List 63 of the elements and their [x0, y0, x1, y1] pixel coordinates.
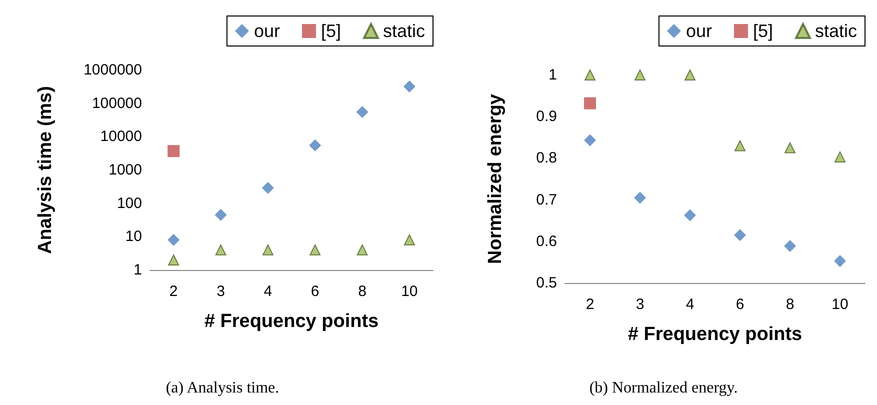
point: [784, 142, 796, 154]
y-tick-label: 0.7: [536, 191, 557, 208]
legend-label: our: [686, 21, 712, 41]
x-tick-label: 2: [169, 283, 178, 300]
point: [634, 70, 646, 80]
point: [584, 70, 596, 80]
point: [584, 134, 596, 146]
y-tick-label: 1: [134, 262, 142, 278]
legend-label: [5]: [752, 21, 773, 41]
point: [584, 97, 596, 110]
x-tick-label: 10: [401, 283, 418, 300]
point: [356, 106, 368, 118]
point: [310, 244, 321, 256]
point: [168, 145, 180, 158]
point: [734, 140, 746, 152]
point: [262, 182, 274, 194]
point: [168, 254, 180, 266]
point: [734, 229, 746, 242]
point: [356, 244, 368, 256]
y-tick-label: 100: [116, 194, 142, 212]
y-tick-label: 1000000: [84, 62, 142, 78]
point: [834, 254, 846, 267]
y-tick-label: 100000: [92, 94, 142, 112]
y-tick-label: 0.8: [536, 150, 557, 167]
y-tick-label: 0.9: [536, 108, 557, 126]
x-axis-title: # Frequency points: [204, 311, 379, 332]
point: [215, 244, 226, 256]
x-tick-label: 4: [264, 283, 272, 300]
point: [214, 208, 227, 221]
legend-label: [5]: [320, 21, 341, 41]
point: [784, 240, 796, 252]
x-tick-label: 6: [736, 296, 744, 313]
x-tick-label: 2: [586, 296, 594, 313]
x-tick-label: 3: [636, 296, 644, 313]
point: [684, 70, 696, 80]
x-tick-label: 8: [358, 283, 366, 300]
point: [403, 80, 416, 92]
y-tick-label: 10000: [100, 128, 142, 146]
point: [634, 192, 646, 204]
y-tick-label: 1000: [108, 162, 142, 178]
y-axis-title: Analysis time (ms): [35, 86, 56, 254]
point: [834, 151, 846, 162]
y-axis-title: Normalized energy: [485, 94, 506, 264]
legend-label: static: [382, 21, 426, 41]
x-axis-title: # Frequency points: [628, 324, 802, 345]
point: [404, 234, 415, 246]
point: [168, 234, 180, 246]
x-tick-label: 10: [832, 296, 848, 313]
text: (a) Analysis time.: [166, 380, 280, 396]
point: [684, 209, 696, 222]
point: [309, 139, 322, 152]
legend-label: our: [254, 21, 280, 41]
x-tick-label: 3: [216, 283, 225, 300]
y-tick-label: 0.5: [536, 274, 557, 292]
x-tick-label: 6: [310, 283, 320, 300]
point: [262, 244, 274, 256]
y-tick-label: 0.6: [536, 232, 557, 250]
text: (b) Normalized energy.: [589, 380, 738, 396]
legend-label: static: [814, 21, 858, 41]
x-tick-label: 4: [686, 296, 694, 313]
x-tick-label: 8: [786, 296, 794, 313]
y-tick-label: 10: [125, 228, 142, 246]
y-tick-label: 1: [548, 66, 557, 84]
